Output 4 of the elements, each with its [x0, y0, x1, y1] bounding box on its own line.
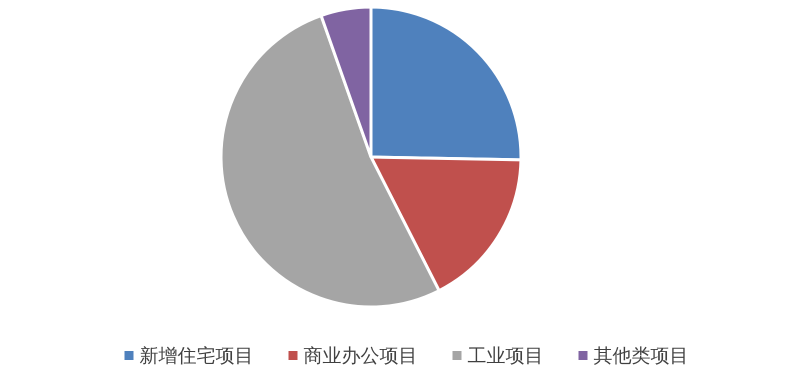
legend-label: 商业办公项目: [304, 345, 418, 367]
legend-label: 其他类项目: [594, 345, 688, 367]
legend-label: 工业项目: [468, 345, 544, 367]
legend-label: 新增住宅项目: [140, 345, 254, 367]
